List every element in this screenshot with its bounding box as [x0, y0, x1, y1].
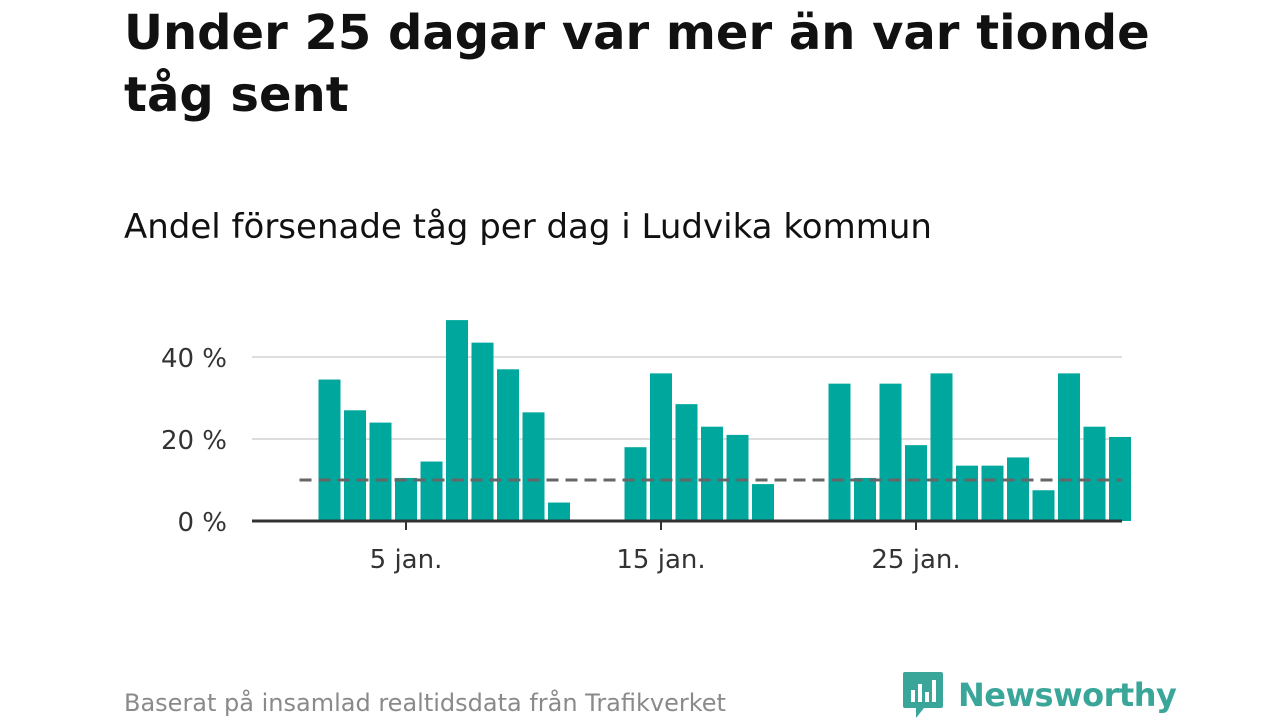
- bar: [956, 465, 978, 521]
- x-tick-label: 15 jan.: [616, 545, 705, 575]
- newsworthy-logo-icon: [903, 672, 943, 718]
- y-tick-label: 0 %: [177, 508, 227, 538]
- bar: [828, 383, 851, 521]
- bar: [879, 383, 902, 521]
- bar: [854, 477, 876, 521]
- bar: [726, 434, 749, 521]
- bar: [344, 410, 366, 521]
- bar: [701, 426, 723, 521]
- y-tick-label: 40 %: [161, 344, 227, 374]
- bar: [548, 502, 570, 521]
- bar: [446, 320, 468, 521]
- x-tick-label: 5 jan.: [370, 545, 443, 575]
- chart-subtitle: Andel försenade tåg per dag i Ludvika ko…: [124, 207, 932, 247]
- bar: [981, 465, 1004, 521]
- bar: [650, 373, 672, 521]
- bar: [930, 373, 953, 521]
- bar: [1058, 373, 1080, 521]
- brand-logo: Newsworthy: [902, 670, 1177, 720]
- bar: [395, 477, 417, 521]
- bar: [1007, 457, 1029, 521]
- bar: [369, 422, 392, 521]
- y-tick-label: 20 %: [161, 426, 227, 456]
- bar: [497, 369, 519, 521]
- brand-name: Newsworthy: [958, 676, 1177, 714]
- bar: [1083, 426, 1106, 521]
- bar: [905, 445, 927, 521]
- bar: [752, 484, 774, 521]
- x-axis: 5 jan. 15 jan. 25 jan.: [252, 519, 1122, 575]
- source-note: Baserat på insamlad realtidsdata från Tr…: [124, 689, 726, 717]
- bar: [675, 404, 698, 521]
- bars: [318, 320, 1131, 521]
- x-tick-label: 25 jan.: [871, 545, 960, 575]
- bar: [1032, 490, 1055, 521]
- bar: [471, 342, 494, 521]
- bar: [522, 412, 545, 521]
- bar: [318, 379, 341, 521]
- y-axis-ticks: 0 % 20 % 40 %: [161, 344, 227, 538]
- bar: [420, 461, 443, 521]
- chart-title: Under 25 dagar var mer än var tionde tåg…: [124, 5, 1150, 123]
- bar: [624, 447, 647, 521]
